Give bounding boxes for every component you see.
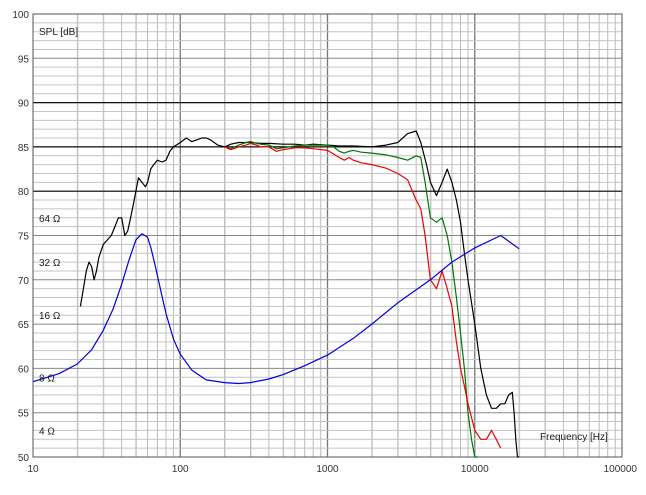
impedance-labels: 64 Ω 32 Ω 16 Ω 8 Ω 4 Ω [39,214,61,438]
series-line-1 [79,130,520,458]
x-tick-label: 10000 [461,464,489,475]
impedance-label: 32 Ω [39,258,61,269]
x-tick-label: 1000 [316,464,339,475]
y-tick-label: 60 [18,364,30,375]
x-axis-label: Frequency [Hz] [540,432,608,443]
x-tick-label: 100000 [604,464,638,475]
series-line-2 [224,141,478,458]
impedance-label: 64 Ω [39,214,61,225]
y-tick-labels: 50 55 60 65 70 75 80 85 90 95 100 [12,10,29,464]
bold-grid-lines [33,101,622,192]
grid [33,14,622,457]
y-tick-label: 85 [18,143,30,154]
series-line-4 [32,233,520,385]
x-tick-label: 10 [27,464,39,475]
series-line-3 [224,142,502,449]
x-tick-label: 100 [172,464,189,475]
y-tick-label: 90 [18,99,30,110]
y-tick-label: 75 [18,232,30,243]
x-tick-labels: 10 100 1000 10000 100000 [27,464,637,475]
y-tick-label: 95 [18,54,30,65]
y-tick-label: 55 [18,409,30,420]
y-tick-label: 65 [18,320,30,331]
impedance-label: 4 Ω [39,426,55,437]
y-tick-label: 50 [18,453,30,464]
y-axis-label: SPL [dB] [39,27,78,38]
y-tick-label: 70 [18,276,30,287]
y-tick-label: 100 [12,10,29,21]
plot-frame [32,13,623,458]
impedance-label: 16 Ω [39,311,61,322]
y-tick-label: 80 [18,187,30,198]
impedance-label: 8 Ω [39,373,55,384]
series-layer [32,130,520,458]
